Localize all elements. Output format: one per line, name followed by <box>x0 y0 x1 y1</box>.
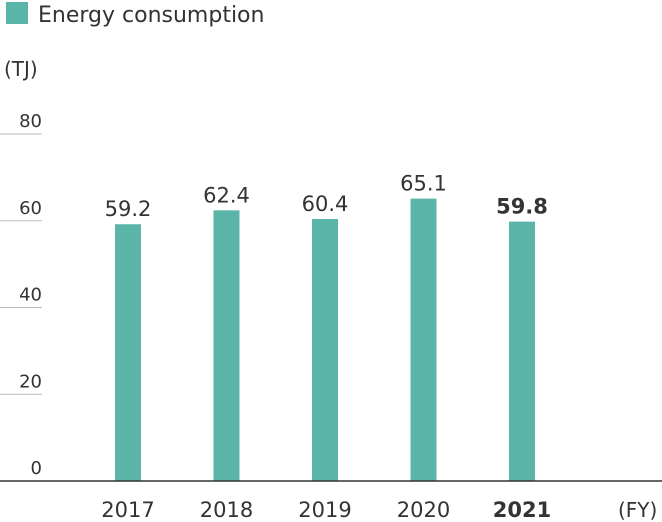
legend-swatch <box>6 2 28 24</box>
data-label-2019: 60.4 <box>302 192 349 216</box>
bar-2021 <box>509 221 535 481</box>
y-axis-unit: (TJ) <box>4 57 38 81</box>
x-axis: 2017 2018 2019 2020 2021 <box>101 498 551 522</box>
y-tick-label: 0 <box>31 458 42 479</box>
data-label-2017: 59.2 <box>105 197 152 221</box>
bar-2019 <box>312 219 338 481</box>
y-tick-label: 20 <box>19 371 42 392</box>
data-label-2018: 62.4 <box>203 183 250 207</box>
legend-label: Energy consumption <box>38 3 264 28</box>
x-tick-label-2020: 2020 <box>397 498 450 522</box>
y-tick-label: 80 <box>19 111 42 132</box>
data-label-2021: 59.8 <box>496 195 548 219</box>
x-tick-label-2019: 2019 <box>298 498 351 522</box>
bar-2020 <box>410 198 437 481</box>
y-axis: 0 20 40 60 80 <box>0 111 42 479</box>
data-labels: 59.2 62.4 60.4 65.1 59.8 <box>105 172 548 222</box>
y-tick-label: 60 <box>19 198 42 219</box>
bar-2017 <box>115 224 141 481</box>
x-tick-label-2018: 2018 <box>200 498 253 522</box>
x-axis-unit: (FY) <box>618 498 657 522</box>
x-tick-label-2017: 2017 <box>101 498 154 522</box>
bars <box>115 198 535 481</box>
x-tick-label-2021: 2021 <box>493 498 551 522</box>
bar-2018 <box>213 210 240 481</box>
y-tick-label: 40 <box>19 285 42 306</box>
data-label-2020: 65.1 <box>400 172 447 196</box>
